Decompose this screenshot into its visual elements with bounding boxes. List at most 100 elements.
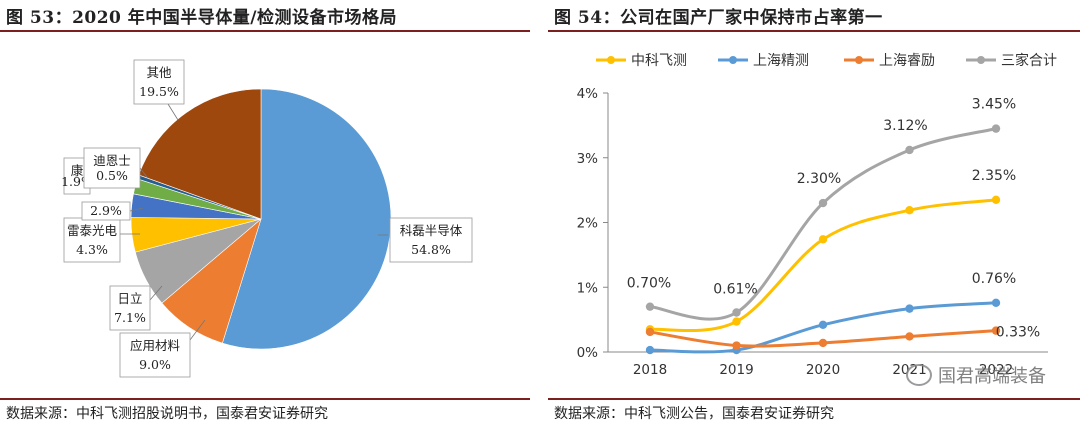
series-point [732, 341, 741, 350]
pie-label-box [81, 201, 131, 221]
pie-labels: 科磊半导体54.8%应用材料9.0%日立7.1%雷泰光电4.3%2.9%康1.9… [61, 59, 473, 378]
pie-label-value: 19.5% [139, 84, 179, 99]
legend-marker [855, 56, 863, 64]
data-labels: 2.35% 0.76% 0.33% 0.70% 0.61% 2.30% 3.12% 3.45% [627, 97, 1040, 341]
left-figure-panel: 图 53：2020 年中国半导体量/检测设备市场格局 科磊半导体 54.8% 应用材… [0, 0, 530, 427]
legend-item: 三家合计 [966, 52, 1057, 69]
watermark: 国君高端装备 [906, 362, 1046, 388]
legend-marker [607, 56, 615, 64]
pie-label-name: 迪恩士 [93, 153, 131, 168]
series-point [645, 302, 655, 311]
pie-label-value: 9.0% [139, 357, 171, 372]
series-point [991, 124, 1001, 133]
pie-label-box [119, 332, 191, 378]
x-tick-label: 2018 [633, 362, 667, 378]
data-label: 3.12% [883, 118, 927, 134]
left-title-rule [0, 30, 530, 32]
data-label: 2.30% [797, 171, 841, 187]
x-tick-label: 2019 [719, 362, 753, 378]
y-tick-label: 0% [577, 345, 599, 361]
y-tick-label: 3% [577, 151, 599, 167]
x-tick-label: 2020 [806, 362, 840, 378]
series-3 [645, 124, 1001, 321]
series-point [818, 320, 828, 330]
pie-label-value: 0.5% [96, 168, 128, 183]
series-point [905, 205, 914, 215]
pie-slices [130, 88, 392, 350]
series-point [732, 317, 741, 326]
legend-label: 上海精测 [753, 53, 809, 69]
series-line [649, 127, 997, 321]
series-point [645, 327, 655, 337]
pie-label-name: 应用材料 [130, 338, 181, 353]
data-label: 0.33% [996, 325, 1040, 341]
series-point [905, 304, 914, 313]
left-source-note: 数据来源：中科飞测招股说明书，国泰君安证券研究 [6, 406, 328, 422]
right-title-rule [548, 30, 1080, 32]
data-label: 0.76% [972, 271, 1016, 287]
pie-label-name: 日立 [117, 291, 142, 306]
legend-marker [977, 56, 985, 64]
legend-label: 三家合计 [1001, 52, 1057, 69]
data-label: 3.45% [972, 97, 1016, 113]
series-point [991, 195, 1001, 205]
pie-label-box [109, 285, 151, 331]
pie-label-value: 7.1% [114, 310, 146, 325]
series-0 [645, 195, 1001, 334]
pie-label-value: 54.8% [411, 242, 451, 257]
series-2 [645, 326, 1001, 350]
y-tick-label: 4% [577, 86, 599, 102]
pie-leader-line [139, 167, 148, 178]
legend-marker [729, 56, 737, 64]
legend-label: 上海睿励 [879, 53, 935, 69]
pie-label-box [83, 147, 141, 189]
series-point [991, 326, 1001, 335]
legend-item: 中科飞测 [596, 53, 687, 69]
legend-item: 上海精测 [718, 53, 809, 69]
right-figure-panel: 图 54：公司在国产厂家中保持市占率第一 0% 1% 2% 3% 4% 2018 2019 2… [548, 0, 1080, 427]
legend-item: 上海睿励 [844, 53, 935, 69]
series-point [818, 338, 828, 348]
pie-slice-7 [138, 88, 262, 220]
pie-label-box [63, 217, 121, 263]
data-label: 0.61% [713, 282, 757, 298]
pie-label-name: 雷泰光电 [67, 223, 118, 238]
y-tick-label: 2% [577, 216, 599, 232]
pie-leader-line [129, 207, 144, 212]
line-chart: 0%1%2%3%4%2018 2019 2020 2021 20222.35%0.76%… [577, 52, 1057, 378]
pie-leader-line [149, 285, 163, 301]
left-source-rule [0, 398, 530, 400]
left-figure-title: 图 53：2020 年中国半导体量/检测设备市场格局 [6, 8, 398, 28]
series-line [649, 198, 997, 333]
y-tick-label: 1% [577, 280, 599, 296]
pie-leader-line [189, 319, 206, 341]
pie-slice-0 [222, 88, 392, 350]
series-point [905, 145, 914, 155]
series-point [818, 198, 828, 208]
pie-label-name: 康 [71, 163, 84, 178]
legend: 中科飞测 上海精测 上海睿励 三家合计 [596, 52, 1057, 69]
data-label: 0.70% [627, 276, 671, 292]
series-point [818, 235, 828, 244]
data-label: 2.35% [972, 168, 1016, 184]
pie-leader-line [167, 103, 179, 121]
legend-label: 中科飞测 [631, 53, 687, 69]
series-point [645, 345, 655, 355]
pie-label-name: 其他 [146, 65, 172, 80]
pie-label-box [389, 217, 473, 263]
right-source-rule [548, 398, 1080, 400]
watermark-text: 国君高端装备 [938, 366, 1046, 387]
right-figure-title: 图 54：公司在国产厂家中保持市占率第一 [554, 8, 883, 28]
series-point [732, 308, 741, 317]
x-tick-label: 2022 [979, 362, 1013, 378]
pie-label-box [133, 59, 185, 105]
pie-label-name: 科磊半导体 [400, 223, 463, 238]
pie-chart: 科磊半导体54.8%应用材料9.0%日立7.1%雷泰光电4.3%2.9%康1.9… [61, 59, 473, 378]
pie-label-value: 2.9% [90, 203, 122, 218]
pie-label-value: 4.3% [76, 242, 108, 257]
series-point [991, 298, 1001, 307]
series-1 [645, 298, 1001, 355]
series-point [905, 332, 914, 341]
wechat-icon [906, 364, 932, 386]
right-source-note: 数据来源：中科飞测公告，国泰君安证券研究 [554, 406, 834, 422]
